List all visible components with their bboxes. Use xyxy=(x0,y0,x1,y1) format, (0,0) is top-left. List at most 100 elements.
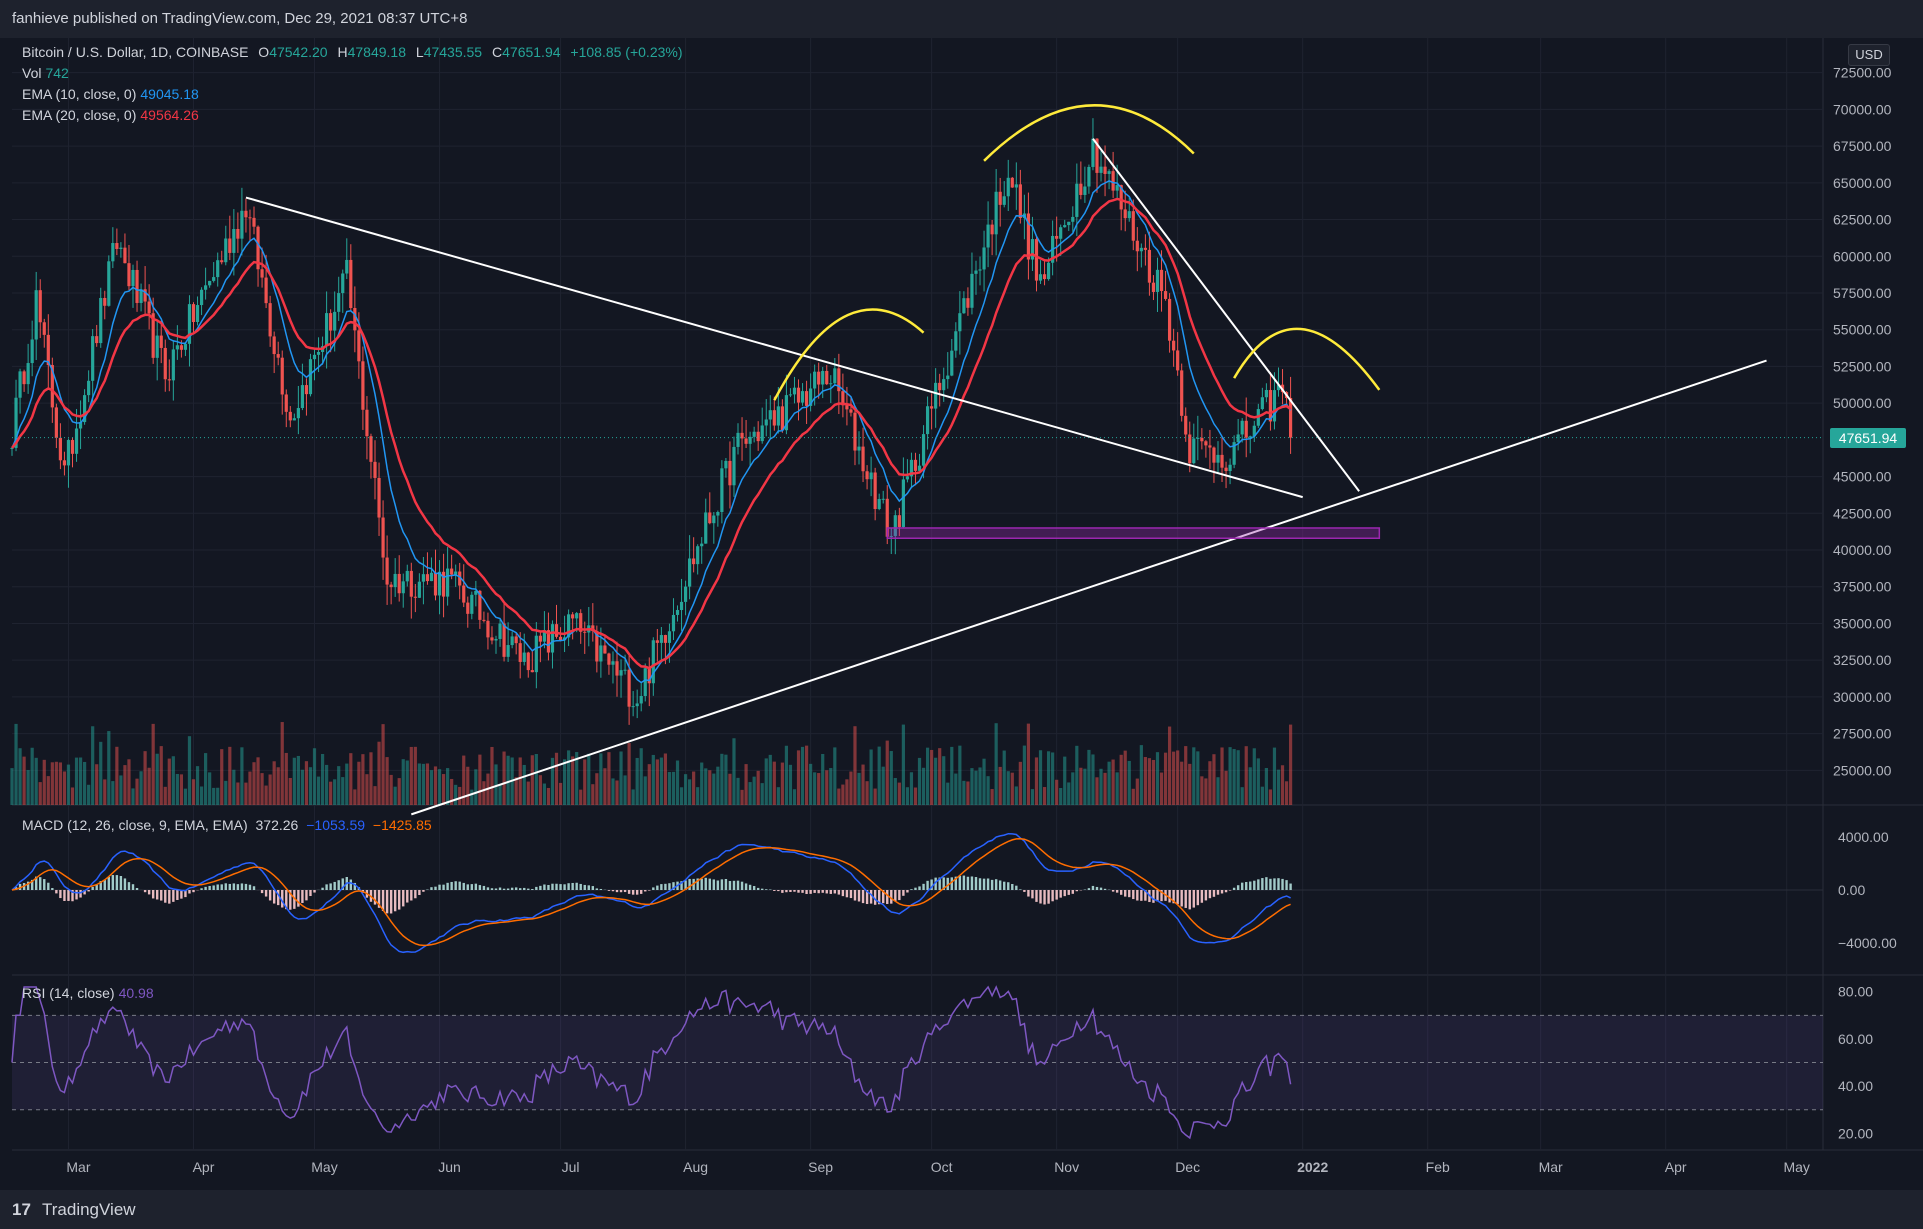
candle-body xyxy=(369,436,373,462)
volume-bar xyxy=(333,779,337,805)
macd-histogram-bar xyxy=(248,884,252,890)
candle-body xyxy=(1224,467,1228,472)
candlesticks xyxy=(10,118,1293,725)
macd-histogram-bar xyxy=(277,890,280,906)
candle-body xyxy=(978,269,982,271)
candle-body xyxy=(236,229,240,239)
candle-body xyxy=(264,277,268,304)
volume-bar xyxy=(389,774,393,805)
macd-histogram-bar xyxy=(615,890,619,893)
candle-body xyxy=(450,568,454,575)
candle-body xyxy=(441,571,446,597)
volume-bar xyxy=(437,769,442,805)
candle-body xyxy=(595,631,599,662)
macd-histogram-bar xyxy=(1220,890,1224,894)
candle-body xyxy=(1244,420,1248,438)
macd-histogram-bar xyxy=(43,879,46,890)
volume-bar xyxy=(607,752,611,805)
volume-bar xyxy=(175,773,179,805)
candle-body xyxy=(256,226,260,270)
volume-bar xyxy=(478,754,482,805)
candle-body xyxy=(147,301,151,314)
volume-bar xyxy=(1240,787,1244,805)
candle-body xyxy=(70,440,75,454)
candle-body xyxy=(696,546,700,565)
price-chart-svg[interactable]: 72500.00 70000.00 67500.00 65000.00 62500.00… xyxy=(0,38,1923,1190)
macd-histogram-bar xyxy=(1188,890,1191,910)
macd-histogram-bar xyxy=(990,879,994,890)
candle-body xyxy=(143,289,147,302)
volume-bar xyxy=(1176,750,1180,805)
volume-bar xyxy=(845,779,849,805)
candle-body xyxy=(562,637,567,641)
volume-bar xyxy=(341,777,345,805)
macd-histogram-bar xyxy=(789,890,792,892)
volume-bar xyxy=(74,757,79,805)
candle-body xyxy=(1042,274,1047,280)
volume-bar xyxy=(534,753,538,805)
macd-histogram-bar xyxy=(1128,890,1131,898)
volume-bar xyxy=(917,757,922,805)
macd-histogram-bar xyxy=(720,879,724,890)
symbol-name: Bitcoin / U.S. Dollar, 1D, COINBASE xyxy=(22,44,249,60)
volume-bar xyxy=(708,770,712,805)
candle-body xyxy=(248,217,252,219)
volume-bar xyxy=(909,772,914,805)
candle-body xyxy=(341,273,345,294)
volume-bar xyxy=(651,754,655,805)
volume-bar xyxy=(458,786,462,805)
macd-hist-value: 372.26 xyxy=(255,817,299,833)
macd-histogram-bar xyxy=(1007,882,1010,890)
volume-bar xyxy=(1151,759,1156,805)
macd-histogram-bar xyxy=(607,890,611,891)
candle-body xyxy=(1167,298,1172,341)
volume-bar xyxy=(704,768,708,805)
volume-bar xyxy=(696,787,700,805)
macd-histogram-bar xyxy=(341,878,344,890)
macd-histogram-bar xyxy=(1261,878,1264,890)
macd-histogram-bar xyxy=(329,883,332,890)
candle-body xyxy=(316,351,321,355)
candle-body xyxy=(175,345,179,350)
macd-histogram-bar xyxy=(748,884,752,890)
macd-histogram-bar xyxy=(1212,890,1216,897)
candle-body xyxy=(825,370,829,385)
volume-bar xyxy=(627,742,631,805)
macd-histogram-bar xyxy=(704,877,707,890)
macd-histogram-bar xyxy=(543,884,546,890)
volume-bar xyxy=(212,787,216,805)
ema-lines xyxy=(11,179,1823,684)
volume-bar xyxy=(385,757,389,805)
volume-bar xyxy=(885,740,889,805)
candle-body xyxy=(1006,177,1010,197)
macd-histogram-bar xyxy=(1132,890,1135,900)
open-value: 47542.20 xyxy=(269,44,328,60)
currency-badge[interactable]: USD xyxy=(1848,44,1890,66)
volume-bar xyxy=(260,773,264,805)
time-tick-label: Dec xyxy=(1175,1159,1200,1175)
macd-histogram-bar xyxy=(950,877,953,890)
macd-histogram-bar xyxy=(954,876,958,890)
candle-body xyxy=(300,385,305,409)
candle-body xyxy=(917,465,922,471)
macd-histogram-bar xyxy=(587,885,590,890)
volume-bar xyxy=(877,746,881,805)
candle-body xyxy=(776,406,780,426)
macd-histogram-bar xyxy=(934,877,937,890)
rsi-tick-label: 20.00 xyxy=(1838,1125,1873,1141)
volume-bar xyxy=(752,776,756,805)
macd-histogram-bar xyxy=(1067,890,1070,895)
publisher-line: fanhieve published on TradingView.com, D… xyxy=(12,10,468,27)
candle-body xyxy=(1059,227,1063,239)
volume-bar xyxy=(187,736,192,805)
macd-histogram-bar xyxy=(147,890,151,895)
volume-bar xyxy=(494,764,498,805)
macd-histogram-bar xyxy=(478,885,482,890)
candle-body xyxy=(558,636,563,641)
macd-histogram-bar xyxy=(869,890,873,904)
macd-histogram-bar xyxy=(946,877,949,890)
macd-histogram-bar xyxy=(410,890,413,901)
volume-bar xyxy=(861,764,865,805)
volume-bar xyxy=(147,767,151,805)
candle-body xyxy=(470,594,474,614)
